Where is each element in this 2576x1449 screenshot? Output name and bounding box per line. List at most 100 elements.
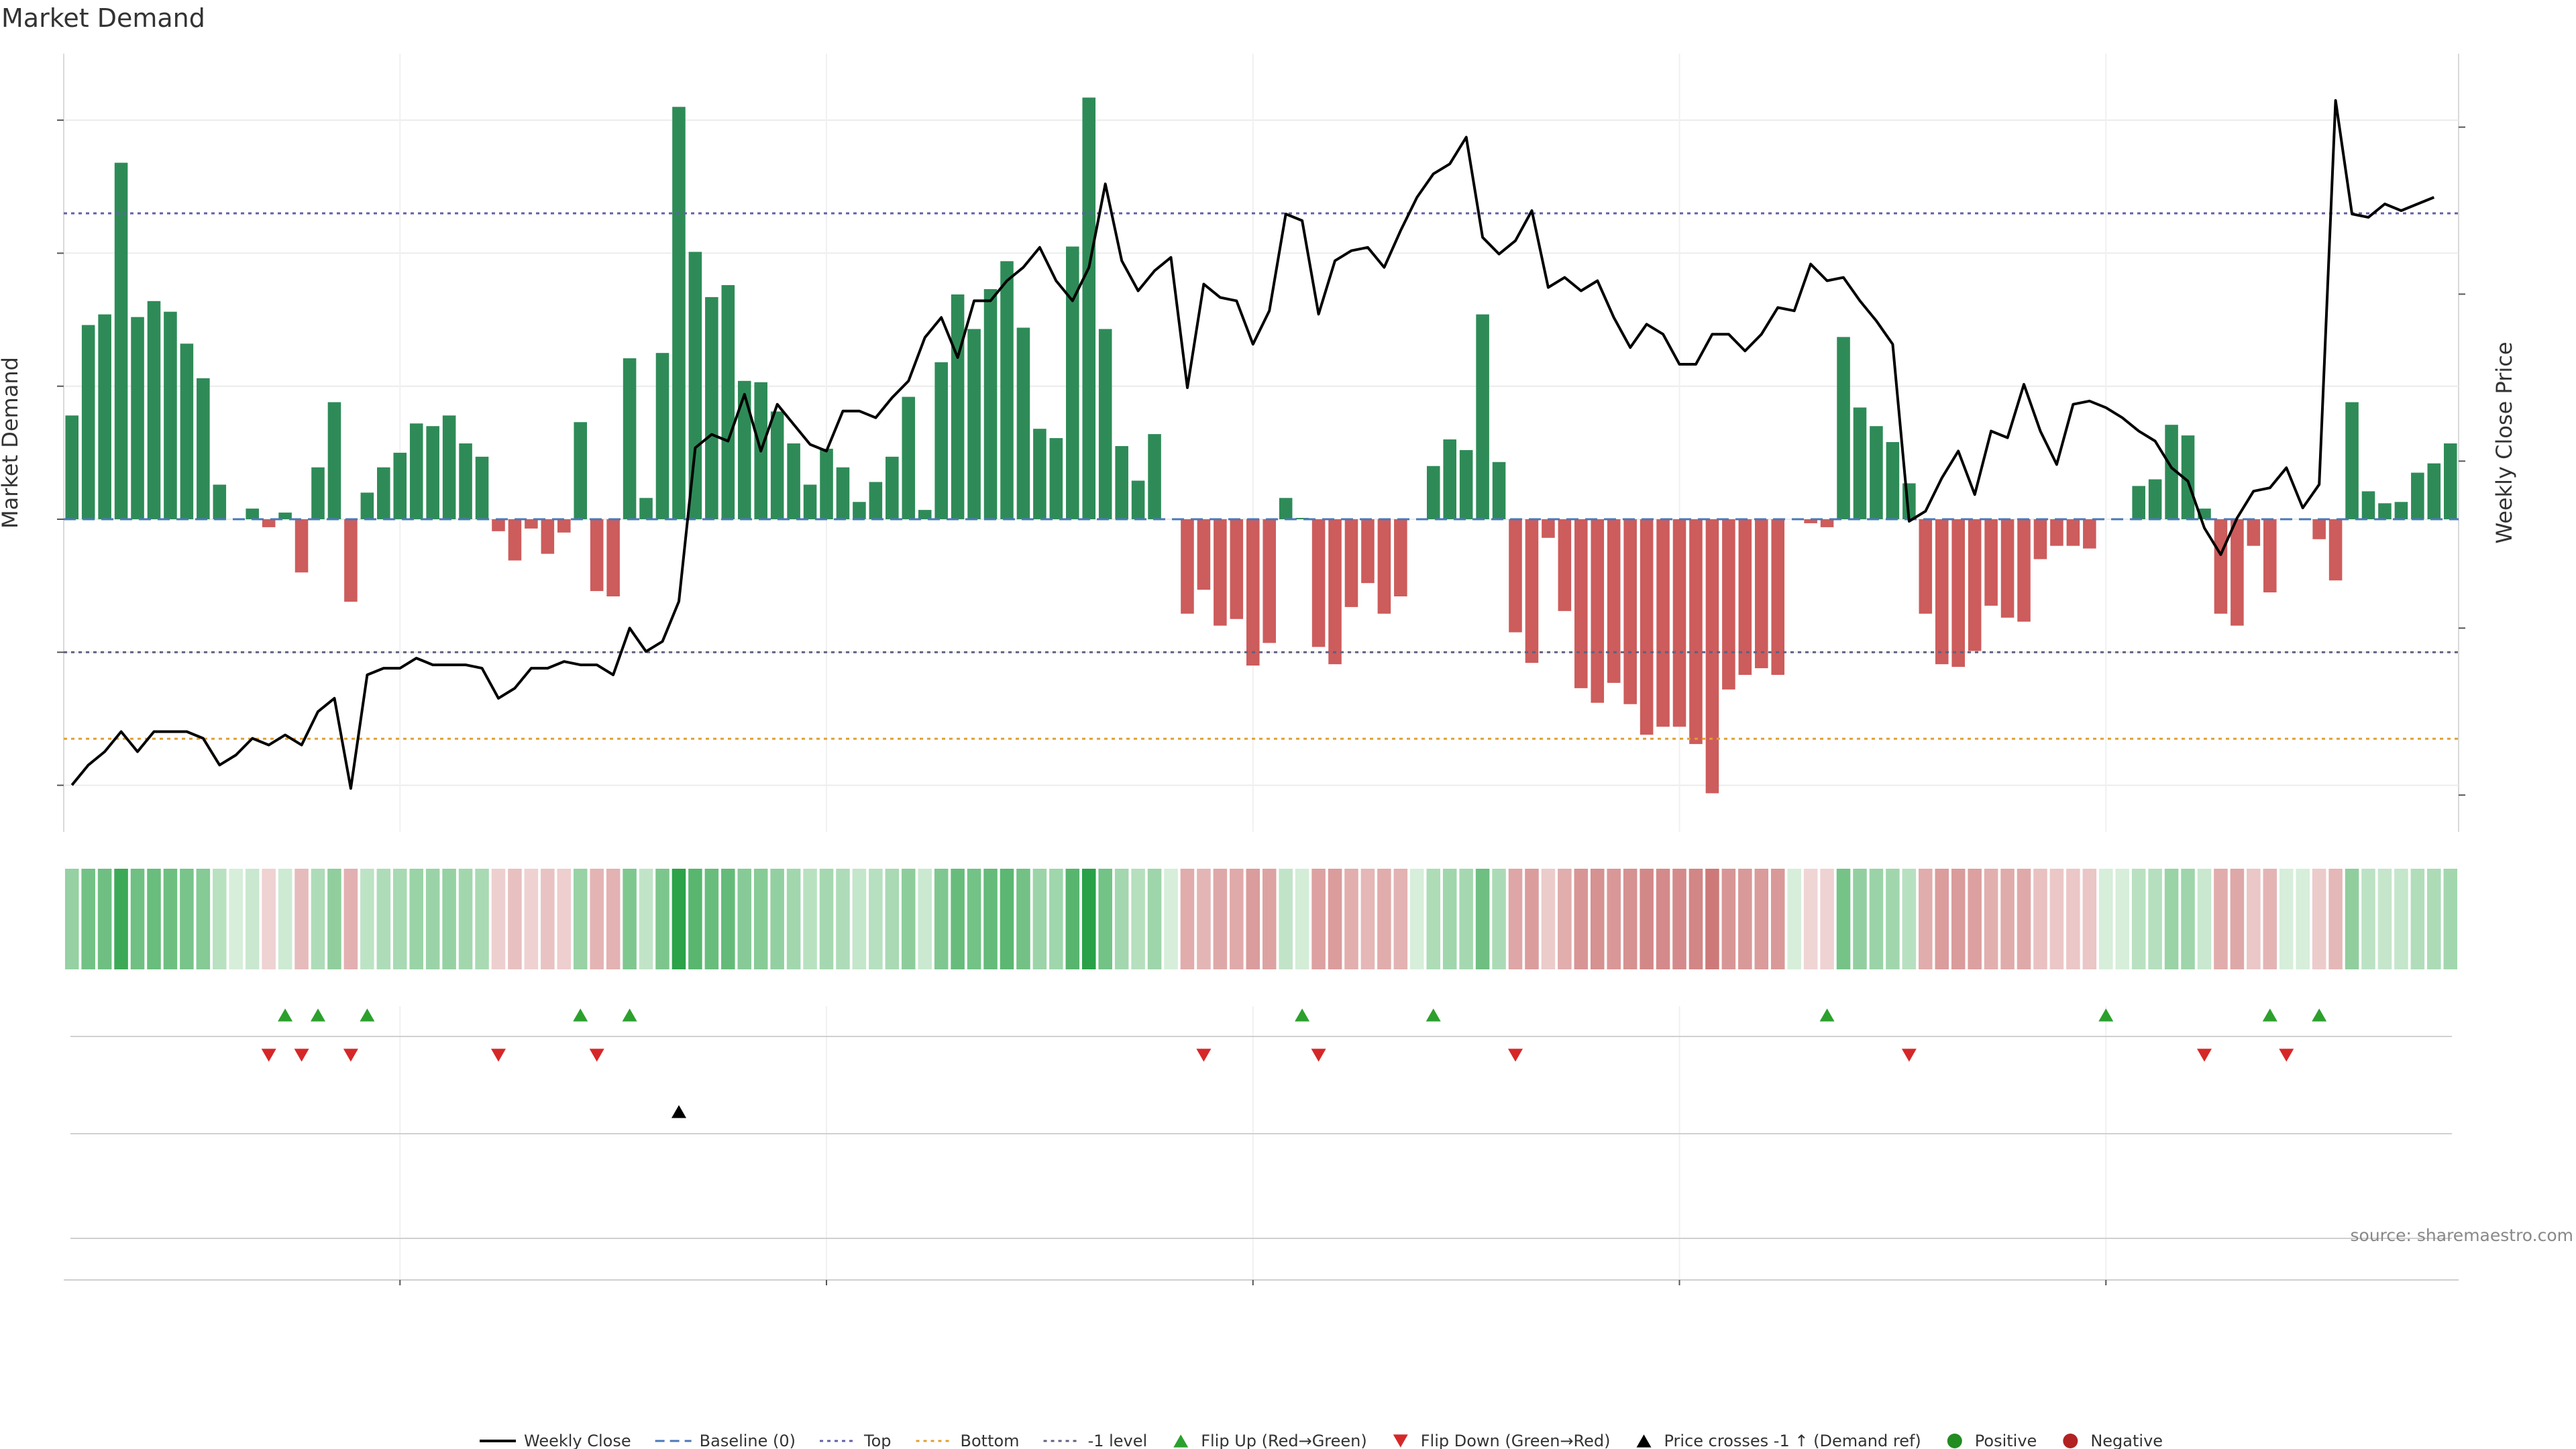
heatmap-cell [672, 869, 686, 969]
legend-label: Negative [2090, 1432, 2163, 1449]
flip-down-marker [2197, 1049, 2212, 1062]
demand-bar [1870, 426, 1883, 520]
demand-bar [2181, 435, 2195, 520]
legend-item: Positive [1947, 1432, 2037, 1449]
heatmap-cell [1360, 869, 1375, 969]
heatmap-cell [2049, 869, 2064, 969]
heatmap-cell [573, 869, 588, 969]
heatmap-cell [2000, 869, 2015, 969]
demand-bar [2378, 503, 2392, 520]
heatmap-cell [180, 869, 194, 969]
heatmap-cell [688, 869, 702, 969]
demand-bar [1705, 519, 1719, 794]
demand-bar [1311, 519, 1326, 647]
legend-item: Flip Down (Green→Red) [1393, 1432, 1611, 1449]
demand-bar [360, 492, 374, 520]
demand-bar [1066, 246, 1079, 520]
heatmap-cell [918, 869, 932, 969]
demand-bar [2328, 519, 2343, 581]
demand-bar [1525, 519, 1539, 663]
flip-up-marker [622, 1008, 637, 1022]
demand-bar [705, 297, 718, 520]
heatmap-cell [655, 869, 669, 969]
heatmap-cell [1459, 869, 1473, 969]
heatmap-cell [97, 869, 112, 969]
x-axis [64, 1279, 2459, 1285]
demand-bar [1689, 519, 1703, 745]
demand-bar [655, 353, 669, 520]
heatmap-cell [836, 869, 850, 969]
demand-bar [1098, 329, 1112, 520]
event-markers-panel [70, 1006, 2452, 1281]
heatmap-cell [1213, 869, 1228, 969]
heatmap-cell [1180, 869, 1195, 969]
demand-bar [803, 484, 817, 520]
demand-bar [1591, 519, 1605, 703]
heatmap-cell [2197, 869, 2212, 969]
heatmap-cell [376, 869, 391, 969]
heatmap-cell [1590, 869, 1605, 969]
demand-bar [1509, 519, 1522, 633]
demand-bar [2033, 519, 2047, 559]
demand-bar [393, 452, 407, 520]
demand-bar [426, 426, 439, 520]
demand-bar [639, 498, 653, 520]
demand-bar [311, 467, 325, 520]
heatmap-cell [508, 869, 522, 969]
heatmap-cell [2230, 869, 2245, 969]
heatmap-cell [1853, 869, 1867, 969]
legend-label: Weekly Close [524, 1432, 631, 1449]
heatmap-cell [2164, 869, 2179, 969]
heatmap-cell [2131, 869, 2146, 969]
flip-up-marker [2312, 1008, 2327, 1022]
legend-item: Price crosses -1 ↑ (Demand ref) [1636, 1432, 1921, 1449]
heatmap-cell [1049, 869, 1063, 969]
demand-bar [2427, 463, 2441, 520]
heatmap-cell [869, 869, 883, 969]
legend-item: Flip Up (Red→Green) [1173, 1432, 1367, 1449]
heatmap-cell [2296, 869, 2310, 969]
demand-bar [1672, 519, 1686, 727]
heatmap-cell [934, 869, 949, 969]
heatmap-cell [1787, 869, 1801, 969]
flip-up-marker [311, 1008, 325, 1022]
heatmap-cell [130, 869, 145, 969]
demand-bar [951, 294, 965, 520]
demand-bar [1328, 519, 1342, 665]
heatmap-cell [786, 869, 801, 969]
heatmap-cell [81, 869, 95, 969]
demand-bar [278, 513, 292, 520]
legend-item: Bottom [916, 1432, 1020, 1449]
demand-bar [1542, 519, 1555, 538]
heatmap-cell [951, 869, 965, 969]
demand-bar [197, 378, 210, 520]
main-panel [57, 54, 2465, 832]
demand-bar [1279, 498, 1293, 520]
heatmap-cell [1426, 869, 1441, 969]
heatmap-cell [639, 869, 653, 969]
demand-bar [1853, 407, 1867, 520]
heatmap-cell [2312, 869, 2326, 969]
demand-bar [2263, 519, 2277, 593]
flip-up-marker [2262, 1008, 2277, 1022]
demand-bar [1574, 519, 1588, 688]
heatmap-cell [409, 869, 423, 969]
demand-bar [934, 362, 948, 520]
heatmap-cell [2361, 869, 2375, 969]
heatmap-cell [1902, 869, 1917, 969]
heatmap-cell [1886, 869, 1900, 969]
heatmap-cell [983, 869, 998, 969]
heatmap-cell [1754, 869, 1769, 969]
demand-bar [1131, 480, 1145, 520]
legend-swatch-dot [1947, 1434, 1962, 1448]
legend-item: Top [820, 1432, 892, 1449]
legend-item: Baseline (0) [655, 1432, 796, 1449]
heatmap-cell [1525, 869, 1539, 969]
heatmap-cell [1410, 869, 1424, 969]
heatmap-cell [2099, 869, 2113, 969]
demand-bar [721, 285, 735, 520]
demand-bar [983, 288, 998, 520]
demand-bar [1886, 442, 1900, 520]
flip-down-marker [491, 1049, 506, 1062]
heatmap-cell [311, 869, 325, 969]
